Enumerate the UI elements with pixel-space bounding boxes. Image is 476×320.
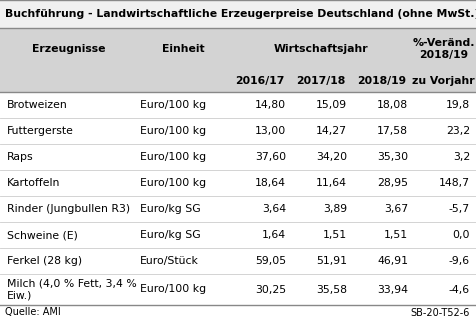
Text: Quelle: AMI: Quelle: AMI	[5, 308, 60, 317]
Text: 2016/17: 2016/17	[235, 76, 284, 86]
Text: Euro/100 kg: Euro/100 kg	[140, 126, 206, 136]
Bar	[0, 274, 476, 305]
Text: 17,58: 17,58	[376, 126, 407, 136]
Text: 59,05: 59,05	[254, 256, 286, 266]
Text: 0,0: 0,0	[452, 230, 469, 240]
Text: Euro/100 kg: Euro/100 kg	[140, 100, 206, 110]
Text: 2017/18: 2017/18	[296, 76, 345, 86]
Text: 46,91: 46,91	[376, 256, 407, 266]
Text: Futtergerste: Futtergerste	[7, 126, 74, 136]
Text: 28,95: 28,95	[376, 178, 407, 188]
Bar	[0, 305, 476, 320]
Bar	[0, 0, 476, 28]
Text: -4,6: -4,6	[448, 284, 469, 294]
Text: 30,25: 30,25	[254, 284, 286, 294]
Text: 33,94: 33,94	[376, 284, 407, 294]
Text: Euro/100 kg: Euro/100 kg	[140, 178, 206, 188]
Text: Euro/kg SG: Euro/kg SG	[140, 230, 200, 240]
Text: Euro/kg SG: Euro/kg SG	[140, 204, 200, 214]
Text: 1,64: 1,64	[261, 230, 286, 240]
Text: 3,64: 3,64	[261, 204, 286, 214]
Text: 3,2: 3,2	[452, 152, 469, 162]
Text: Kartoffeln: Kartoffeln	[7, 178, 60, 188]
Text: 14,80: 14,80	[254, 100, 286, 110]
Text: Buchführung - Landwirtschaftliche Erzeugerpreise Deutschland (ohne MwSt.): Buchführung - Landwirtschaftliche Erzeug…	[5, 9, 476, 19]
Bar	[0, 196, 476, 222]
Bar	[0, 248, 476, 274]
Text: 35,30: 35,30	[376, 152, 407, 162]
Text: 2018/19: 2018/19	[357, 76, 406, 86]
Text: Raps: Raps	[7, 152, 33, 162]
Bar	[0, 118, 476, 144]
Text: zu Vorjahr: zu Vorjahr	[411, 76, 474, 86]
Text: Euro/100 kg: Euro/100 kg	[140, 152, 206, 162]
Bar	[0, 28, 476, 92]
Text: 18,64: 18,64	[255, 178, 286, 188]
Bar	[0, 144, 476, 170]
Text: 14,27: 14,27	[315, 126, 346, 136]
Text: Ferkel (28 kg): Ferkel (28 kg)	[7, 256, 82, 266]
Text: Milch (4,0 % Fett, 3,4 %
Eiw.): Milch (4,0 % Fett, 3,4 % Eiw.)	[7, 279, 137, 300]
Text: 15,09: 15,09	[315, 100, 346, 110]
Text: 3,89: 3,89	[322, 204, 346, 214]
Text: Rinder (Jungbullen R3): Rinder (Jungbullen R3)	[7, 204, 130, 214]
Text: 11,64: 11,64	[315, 178, 346, 188]
Text: Euro/100 kg: Euro/100 kg	[140, 284, 206, 294]
Text: %-Veränd.
2018/19: %-Veränd. 2018/19	[411, 38, 474, 60]
Text: SB-20-T52-6: SB-20-T52-6	[410, 308, 469, 317]
Text: 18,08: 18,08	[376, 100, 407, 110]
Text: 19,8: 19,8	[445, 100, 469, 110]
Bar	[0, 170, 476, 196]
Text: Euro/Stück: Euro/Stück	[140, 256, 198, 266]
Text: 34,20: 34,20	[315, 152, 346, 162]
Text: -9,6: -9,6	[448, 256, 469, 266]
Text: -5,7: -5,7	[448, 204, 469, 214]
Text: Brotweizen: Brotweizen	[7, 100, 68, 110]
Text: Erzeugnisse: Erzeugnisse	[32, 44, 106, 54]
Text: 1,51: 1,51	[322, 230, 346, 240]
Text: 23,2: 23,2	[445, 126, 469, 136]
Text: 13,00: 13,00	[254, 126, 286, 136]
Bar	[0, 92, 476, 118]
Text: 51,91: 51,91	[315, 256, 346, 266]
Bar	[0, 222, 476, 248]
Text: 3,67: 3,67	[383, 204, 407, 214]
Text: 35,58: 35,58	[315, 284, 346, 294]
Text: 1,51: 1,51	[383, 230, 407, 240]
Text: Einheit: Einheit	[161, 44, 204, 54]
Text: Schweine (E): Schweine (E)	[7, 230, 78, 240]
Text: 148,7: 148,7	[438, 178, 469, 188]
Text: Wirtschaftsjahr: Wirtschaftsjahr	[273, 44, 367, 54]
Text: 37,60: 37,60	[254, 152, 286, 162]
